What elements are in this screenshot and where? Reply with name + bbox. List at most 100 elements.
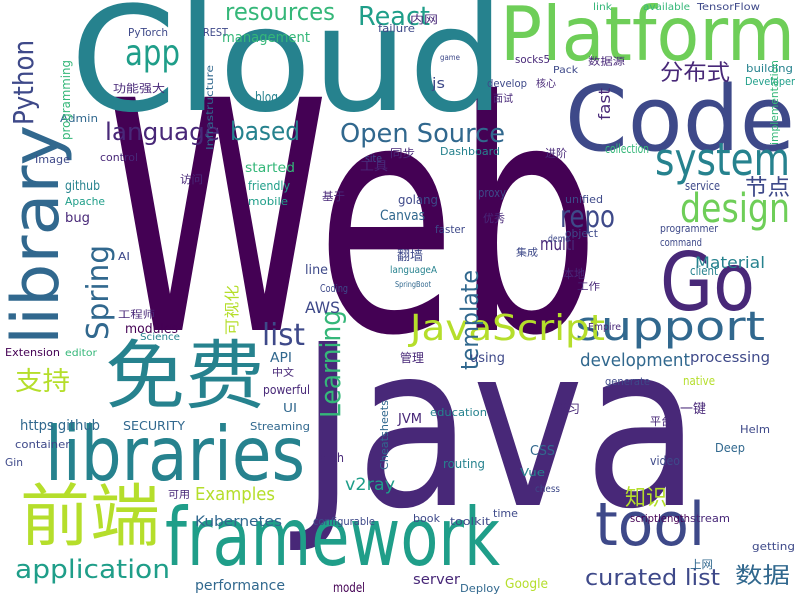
cloud-word: Extension (5, 346, 60, 359)
cloud-word: 免费 (105, 332, 265, 420)
cloud-word: chess (535, 484, 560, 495)
cloud-word: support (575, 304, 765, 350)
cloud-word: Cheatsheets (378, 400, 391, 470)
cloud-word: tool (595, 490, 705, 560)
cloud-word: github (65, 179, 100, 194)
cloud-word: Developer (745, 75, 795, 88)
cloud-word: https github (20, 418, 100, 434)
cloud-word: app (125, 33, 180, 74)
cloud-word: AWS (305, 298, 340, 317)
cloud-word: available (643, 2, 690, 13)
cloud-word: list (262, 318, 305, 353)
cloud-word: Apache (65, 195, 105, 208)
cloud-word: 数据 (735, 564, 790, 589)
cloud-word: failure (378, 22, 415, 35)
cloud-word: 访问 (180, 173, 203, 186)
cloud-word: Open Source (340, 119, 505, 149)
cloud-word: model (333, 581, 365, 596)
cloud-word: Cloud (70, 0, 505, 145)
cloud-word: 学习 (555, 401, 580, 416)
cloud-word: Platform (500, 0, 795, 78)
cloud-word: Science (140, 332, 180, 343)
cloud-word: native (683, 374, 715, 388)
cloud-word: server (413, 572, 460, 588)
cloud-word: Gin (5, 456, 23, 469)
cloud-word: powerful (263, 383, 310, 397)
cloud-word: programmer (660, 222, 718, 235)
cloud-word: template (456, 270, 484, 370)
cloud-word: 集成 (516, 246, 538, 259)
cloud-word: TensorFlow (696, 2, 760, 13)
cloud-word: bug (65, 211, 90, 226)
cloud-word: languageA (390, 265, 437, 276)
cloud-word: 一键 (680, 402, 706, 417)
cloud-word: 基于 (322, 190, 345, 203)
cloud-word: REST (203, 26, 228, 39)
cloud-word: 前端 (20, 478, 160, 557)
cloud-word: control (100, 151, 138, 164)
cloud-word: resources (225, 0, 335, 26)
cloud-word: line (305, 263, 328, 278)
cloud-word: Infrastructure (205, 65, 216, 150)
cloud-word: design (680, 186, 790, 232)
cloud-word: fast (595, 88, 614, 120)
cloud-word: Go (660, 236, 755, 329)
cloud-word: implementation (768, 60, 781, 145)
cloud-word: 本地 (563, 267, 585, 281)
cloud-word: 中文 (272, 366, 294, 379)
cloud-word: multi (540, 234, 575, 255)
cloud-word: game (440, 53, 460, 62)
cloud-word: Learning (314, 310, 347, 418)
cloud-word: unified (565, 193, 603, 206)
cloud-word: CSS (530, 444, 555, 459)
cloud-word: Image (35, 153, 70, 166)
cloud-word: education (430, 406, 487, 419)
cloud-word: Spring (81, 245, 116, 340)
cloud-word: 分布式 (660, 61, 730, 86)
cloud-word: Material (695, 253, 765, 272)
cloud-word: time (493, 507, 518, 520)
cloud-word: command (660, 236, 702, 249)
cloud-word: UI (283, 401, 297, 415)
cloud-word: video (650, 454, 680, 468)
cloud-word: 管理 (400, 350, 424, 365)
cloud-word: using (470, 351, 505, 366)
cloud-word: 内网 (410, 12, 438, 26)
cloud-word: Dashboard (440, 145, 500, 158)
cloud-word: Empire (588, 322, 621, 333)
cloud-word: proxy (478, 186, 506, 200)
cloud-word: demo (548, 234, 570, 245)
cloud-word: 支持 (15, 367, 70, 397)
cloud-word: Deep (715, 441, 745, 455)
cloud-word: SECURITY (123, 419, 186, 433)
cloud-word: configurable (313, 515, 375, 528)
cloud-word: language (105, 118, 220, 146)
cloud-word: AI (118, 250, 130, 263)
cloud-word: based (230, 117, 300, 147)
cloud-word: Pack (553, 65, 578, 76)
cloud-word: PyTorch (128, 26, 168, 39)
cloud-word: getting (752, 540, 795, 553)
cloud-word: 节点 (745, 176, 790, 201)
cloud-word: Streaming (250, 420, 310, 433)
cloud-word: high (320, 451, 344, 465)
cloud-word: develop (487, 77, 527, 90)
cloud-word: modules (125, 322, 178, 337)
cloud-word: routing (443, 457, 485, 471)
cloud-word: friendly (248, 179, 290, 193)
cloud-word: 功能强大 (113, 81, 165, 95)
cloud-word: Google (505, 577, 548, 592)
cloud-word: client (690, 264, 718, 278)
cloud-word: socks5 (515, 53, 550, 66)
cloud-word: site (365, 152, 382, 165)
cloud-word: JVM (397, 412, 422, 427)
cloud-word: book (413, 512, 441, 525)
cloud-word: Canvas (380, 208, 425, 224)
cloud-word: programming (59, 60, 73, 140)
cloud-word: Coding (320, 282, 348, 295)
cloud-word: v2ray (345, 475, 395, 495)
cloud-word: stream (690, 512, 730, 525)
cloud-word: API (270, 351, 292, 366)
